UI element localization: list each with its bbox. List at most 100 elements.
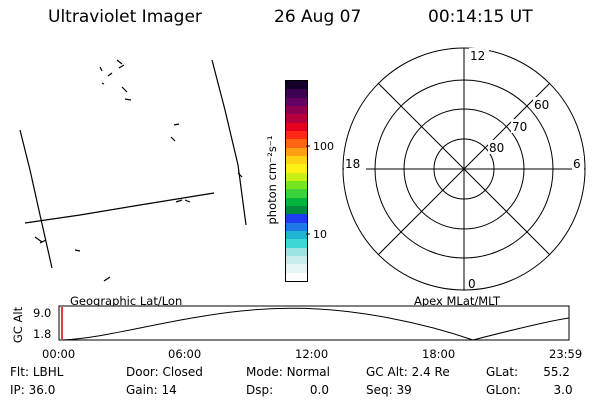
altitude-curve (59, 307, 570, 341)
info-value: LBHL (32, 365, 64, 379)
timeline-axis-label: GC Alt (11, 306, 25, 344)
info-label: Flt: (10, 365, 29, 379)
info-mode: Mode: Normal (246, 365, 330, 379)
color-scale-swatch (286, 164, 307, 173)
lat-label-70: 70 (512, 120, 527, 134)
color-scale-swatch (286, 105, 307, 115)
map-gridline (24, 192, 215, 224)
info-value: 2.4 Re (411, 365, 450, 379)
mlt-label-midnight: 0 (468, 277, 476, 291)
info-value: 39 (396, 383, 412, 397)
color-scale-swatch (286, 89, 307, 98)
info-label: Mode: (246, 365, 283, 379)
color-scale-unit-label: photon cm⁻²s⁻¹ (265, 135, 279, 225)
polar-diagonal (377, 82, 551, 256)
timeline-y-tick-bottom: 1.8 (33, 327, 52, 341)
coastline-fragment (39, 239, 47, 244)
instrument-title: Ultraviolet Imager (48, 7, 202, 27)
map-gridline (19, 129, 53, 269)
info-label: GLon: (486, 383, 521, 397)
mlt-label-dawn: 6 (573, 157, 581, 171)
coastline-fragment (116, 59, 123, 65)
info-value: 3.0 (553, 383, 573, 397)
color-scale-tick-label-10: 10 (313, 228, 327, 241)
info-value: 55.2 (543, 365, 570, 379)
color-scale-swatch (286, 230, 307, 240)
color-scale-swatch (286, 272, 307, 281)
color-scale-swatch (286, 147, 307, 156)
color-scale-swatch (286, 130, 307, 140)
info-value: 14 (161, 383, 177, 397)
coastline-fragment (124, 98, 132, 101)
color-scale-swatch (286, 81, 307, 90)
coastline-fragment (170, 136, 176, 142)
timeline-right-label: Apex MLat/MLT (414, 294, 501, 308)
color-scale-swatch (286, 97, 307, 106)
polar-mlat-mlt-plot: 12 18 6 0 60 70 80 (342, 47, 586, 291)
color-scale-swatch (286, 114, 307, 123)
color-scale-ticks: 100 10 (306, 140, 334, 241)
mlt-label-noon: 12 (470, 49, 485, 63)
coastline-fragment (173, 123, 180, 126)
map-gridline (211, 59, 247, 226)
color-scale-swatch (286, 264, 307, 273)
info-door: Door: Closed (126, 365, 203, 379)
timeline-y-tick-top: 9.0 (33, 306, 52, 320)
coastline-fragment (175, 199, 183, 203)
color-scale-swatch (286, 139, 307, 148)
coastline-fragment (99, 66, 103, 72)
info-label: Gain: (126, 383, 158, 397)
color-scale-swatch (286, 180, 307, 190)
color-scale-bar (285, 80, 308, 282)
timeline-x-tick: 12:00 (295, 347, 329, 361)
info-value: 0.0 (309, 383, 329, 397)
color-scale-swatch (286, 239, 307, 248)
lat-label-60: 60 (534, 98, 549, 112)
info-ip: IP: 36.0 (10, 383, 55, 397)
info-seq: Seq: 39 (366, 383, 412, 397)
info-label: GC Alt: (366, 365, 408, 379)
info-label: Seq: (366, 383, 393, 397)
info-label: Dsp: (246, 383, 274, 397)
timeline-x-tick: 23:59 (549, 347, 583, 361)
color-scale-swatch (286, 172, 307, 181)
timeline-frame (58, 305, 570, 341)
image-time: 00:14:15 UT (428, 7, 533, 27)
color-scale-tick-label-100: 100 (313, 140, 334, 153)
coastline-fragment (121, 86, 128, 93)
geographic-map-panel (19, 59, 247, 282)
color-scale-swatch (286, 247, 307, 256)
info-label: GLat: (486, 365, 519, 379)
info-glat: GLat: 55.2 (486, 365, 570, 379)
lat-label-80: 80 (489, 141, 504, 155)
mlt-label-dusk: 18 (345, 157, 360, 171)
info-label: IP: (10, 383, 25, 397)
color-scale-swatch (286, 205, 307, 215)
color-scale-swatch (286, 222, 307, 231)
coastline-fragment (103, 276, 111, 282)
info-value: Closed (162, 365, 203, 379)
color-scale-swatch (286, 214, 307, 223)
image-date: 26 Aug 07 (274, 7, 362, 27)
timeline-x-tick: 06:00 (168, 347, 202, 361)
info-value: Normal (286, 365, 330, 379)
color-scale-swatch (286, 189, 307, 198)
timeline-left-label: Geographic Lat/Lon (70, 294, 183, 308)
coastline-fragment (118, 64, 125, 69)
info-gc-alt: GC Alt: 2.4 Re (366, 365, 450, 379)
info-dsp: Dsp: 0.0 (246, 383, 329, 397)
coastline-fragment (184, 199, 191, 203)
timeline-x-tick: 18:00 (422, 347, 456, 361)
coastline-fragment (101, 82, 105, 85)
color-scale-swatch (286, 155, 307, 165)
timeline-x-tick: 00:00 (42, 347, 76, 361)
coastline-fragment (237, 172, 243, 178)
color-scale-swatch (286, 197, 307, 206)
coastline-fragment (74, 249, 81, 252)
info-label: Door: (126, 365, 159, 379)
altitude-timeline-plot (58, 305, 570, 341)
color-scale-swatch (286, 255, 307, 265)
coastline-fragment (34, 236, 43, 243)
color-scale-swatch (286, 122, 307, 131)
info-filter: Flt: LBHL (10, 365, 63, 379)
